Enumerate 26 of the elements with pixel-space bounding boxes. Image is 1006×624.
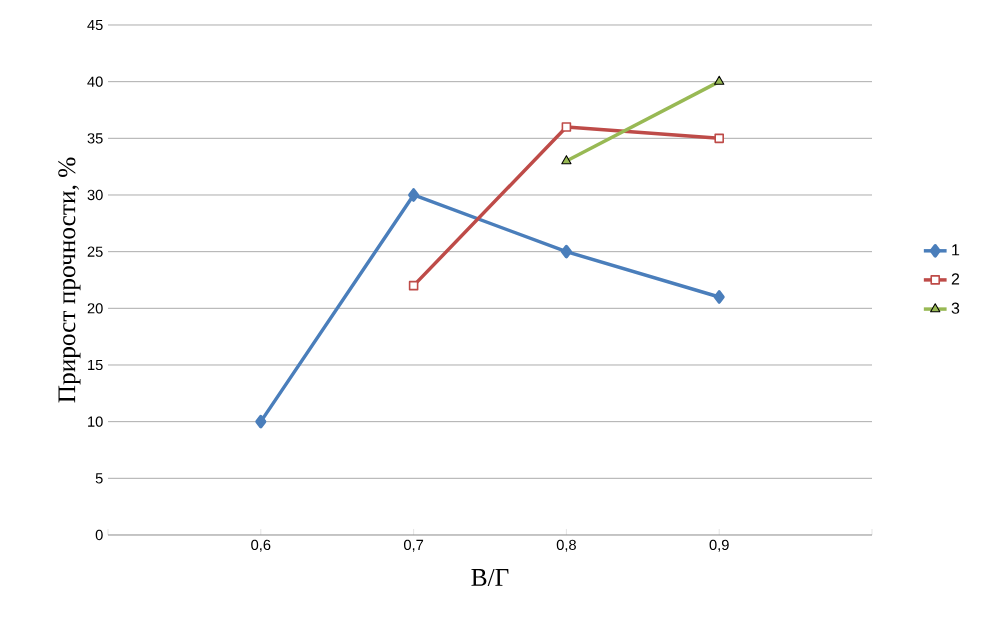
- point: [408, 280, 419, 291]
- point: [560, 244, 572, 259]
- x-axis-title: В/Г: [471, 568, 509, 586]
- legend-label: 3: [951, 302, 960, 314]
- y-tick-label: 25: [87, 246, 103, 257]
- x-tick-label: 0,7: [403, 539, 424, 552]
- point: [408, 188, 420, 202]
- x-tick-label: 0,8: [556, 539, 576, 552]
- y-tick-label: 0: [95, 529, 103, 541]
- point: [561, 122, 572, 132]
- y-tick-label: 5: [95, 473, 103, 484]
- y-axis-title: Прирост прочности, %: [58, 157, 81, 403]
- point: [255, 414, 267, 429]
- x-tick-label: 0,6: [251, 539, 271, 552]
- y-tick-label: 30: [87, 189, 103, 201]
- point: [714, 133, 724, 144]
- y-tick-label: 35: [87, 133, 103, 144]
- x-tick-label: 0,9: [709, 539, 729, 552]
- legend-label: 2: [951, 273, 960, 285]
- legend-label: 1: [952, 244, 960, 256]
- y-tick-label: 20: [87, 303, 103, 314]
- point: [713, 290, 725, 304]
- y-tick-label: 45: [87, 19, 103, 31]
- y-tick-label: 15: [88, 359, 103, 371]
- y-tick-label: 40: [87, 76, 103, 87]
- y-tick-label: 10: [88, 416, 103, 427]
